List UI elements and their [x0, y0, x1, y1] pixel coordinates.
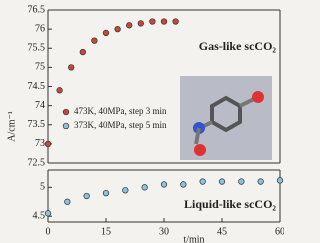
x-tick-label: 0	[46, 226, 51, 237]
y-tick-label: 5	[40, 182, 45, 193]
data-point	[173, 19, 179, 25]
data-point	[80, 49, 86, 55]
y-axis-label: A/cm⁻¹	[6, 111, 17, 142]
data-point	[123, 187, 129, 193]
y-tick-label: 76	[35, 23, 45, 34]
x-tick-label: 60	[275, 226, 284, 237]
data-point	[103, 190, 109, 196]
data-point	[45, 141, 51, 147]
data-point	[138, 21, 144, 27]
y-tick-label: 75.5	[28, 43, 46, 54]
x-tick-label: 15	[101, 226, 111, 237]
legend-label: 473K, 40MPa, step 3 min	[74, 106, 167, 116]
chart: 72.5 73 73.5 74 74.5 75 75.5 76 76.5 A/cm⁻¹ Gas-li…	[0, 0, 284, 243]
y-tick-label: 4.5	[33, 211, 46, 222]
data-point	[92, 38, 98, 44]
data-point	[277, 178, 283, 184]
data-point	[200, 179, 206, 185]
y-tick-label: 76.5	[28, 4, 46, 15]
data-point	[45, 211, 51, 217]
data-point	[126, 23, 132, 29]
molecule-image	[180, 76, 272, 160]
y-tick-label: 72.5	[28, 157, 46, 168]
data-point	[150, 19, 156, 25]
data-point	[84, 193, 90, 199]
data-point	[103, 30, 109, 36]
y-tick-label: 74.5	[28, 81, 46, 92]
x-tick-label: 30	[159, 226, 169, 237]
data-point	[219, 179, 225, 185]
data-point	[161, 19, 167, 25]
data-point	[65, 199, 71, 205]
data-point	[258, 179, 264, 185]
data-point	[142, 185, 148, 191]
data-point	[239, 179, 245, 185]
legend-marker	[63, 109, 69, 115]
data-point	[161, 182, 167, 188]
y-tick-label: 73.5	[28, 119, 46, 130]
legend-label: 373K, 40MPa, step 5 min	[74, 120, 167, 130]
data-point	[57, 88, 63, 94]
x-axis-label: t/min	[183, 234, 204, 243]
y-tick-label: 75	[35, 62, 45, 73]
data-point	[115, 26, 121, 32]
legend-marker	[63, 123, 69, 129]
x-tick-label: 45	[217, 226, 227, 237]
annotation: Gas-like scCO₂	[199, 39, 277, 53]
annotation: Liquid-like scCO₂	[184, 197, 276, 211]
data-point	[181, 182, 187, 188]
data-point	[68, 65, 74, 71]
y-tick-label: 73	[35, 138, 45, 149]
y-tick-label: 74	[35, 100, 45, 111]
